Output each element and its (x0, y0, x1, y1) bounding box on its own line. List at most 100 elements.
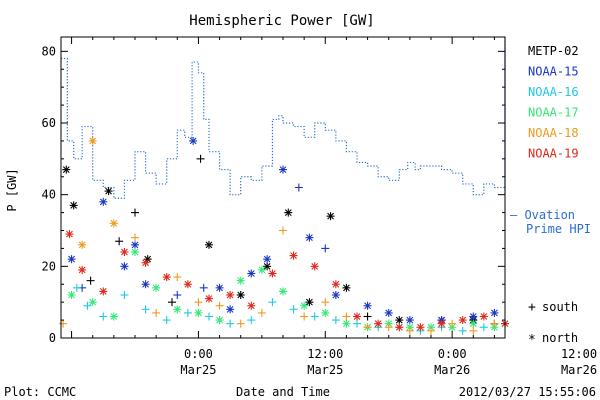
data-point-noaa-16 (141, 305, 150, 314)
data-point-noaa-16 (226, 319, 235, 328)
data-point-noaa-17 (67, 291, 76, 299)
data-point-noaa-19 (247, 301, 256, 310)
x-axis-label: Date and Time (236, 385, 330, 399)
data-point-metp-02 (236, 291, 245, 299)
legend-south-label: south (542, 300, 578, 314)
x-axis: 0:00Mar2512:00Mar250:00Mar2612:00Mar260:… (71, 37, 597, 377)
data-point-noaa-15 (173, 291, 182, 299)
data-point-metp-02 (305, 298, 314, 307)
data-point-metp-02 (115, 237, 124, 246)
x-tick-label-date: Mar25 (180, 363, 216, 377)
data-point-noaa-19 (395, 323, 404, 332)
data-point-noaa-19 (99, 287, 108, 296)
y-tick-label: 80 (42, 44, 56, 58)
legend-north-label: north (542, 331, 578, 345)
data-point-noaa-15 (215, 283, 224, 292)
data-point-metp-02 (326, 212, 335, 221)
data-point-noaa-16 (162, 316, 171, 325)
data-point-noaa-18 (173, 273, 182, 282)
legend-entry-noaa-16: NOAA-16 (528, 85, 579, 99)
data-point-noaa-15 (189, 136, 198, 145)
data-point-noaa-16 (183, 308, 192, 317)
data-point-noaa-16 (205, 312, 213, 321)
legend-entry-noaa-19: NOAA-19 (528, 147, 579, 161)
data-point-noaa-18 (405, 326, 414, 335)
data-point-metp-02 (131, 208, 139, 217)
data-point-noaa-17 (88, 298, 97, 307)
legend-north-symbol: * (528, 333, 536, 348)
data-point-noaa-19 (479, 312, 488, 321)
data-point-noaa-18 (236, 319, 245, 328)
data-point-noaa-16 (458, 326, 467, 335)
data-point-metp-02 (395, 316, 404, 325)
data-point-noaa-18 (131, 233, 139, 242)
data-point-noaa-17 (300, 301, 309, 310)
data-point-noaa-16 (310, 312, 319, 321)
data-point-noaa-19 (310, 262, 319, 271)
legend-entry-noaa-18: NOAA-18 (528, 126, 579, 140)
data-point-noaa-19 (458, 316, 467, 325)
x-tick-label-time: 0:00 (438, 347, 467, 361)
data-point-noaa-19 (331, 280, 340, 289)
data-point-noaa-18 (109, 219, 118, 228)
data-point-noaa-17 (342, 319, 351, 328)
data-point-noaa-18 (363, 323, 372, 332)
data-point-noaa-15 (279, 165, 287, 174)
data-point-noaa-19 (162, 273, 171, 282)
data-point-noaa-17 (257, 265, 266, 274)
data-point-noaa-15 (141, 280, 150, 289)
data-point-noaa-15 (199, 283, 208, 292)
data-point-noaa-18 (342, 312, 351, 321)
data-point-metp-02 (284, 208, 293, 217)
data-point-noaa-16 (247, 316, 256, 325)
data-point-noaa-17 (173, 305, 182, 314)
data-point-noaa-16 (83, 301, 92, 310)
data-point-noaa-15 (226, 305, 235, 314)
data-point-noaa-16 (268, 298, 277, 307)
data-point-noaa-19 (416, 323, 425, 332)
data-point-noaa-16 (99, 312, 108, 321)
data-point-noaa-18 (469, 326, 478, 335)
data-point-metp-02 (342, 283, 351, 292)
data-point-metp-02 (363, 312, 372, 321)
chart-title: Hemispheric Power [GW] (189, 13, 374, 29)
data-point-noaa-19 (374, 319, 383, 328)
legend-south-symbol: + (528, 300, 536, 315)
data-point-metp-02 (168, 298, 176, 307)
data-point-noaa-18 (59, 319, 68, 328)
data-point-noaa-18 (427, 326, 435, 335)
data-point-noaa-19 (205, 294, 213, 303)
legend-ovation-line1: — Ovation (510, 208, 575, 222)
data-point-metp-02 (263, 262, 272, 271)
data-point-noaa-18 (215, 301, 224, 310)
data-point-noaa-16 (331, 316, 340, 325)
data-point-noaa-18 (300, 312, 309, 321)
y-tick-label: 20 (42, 259, 56, 273)
data-point-noaa-15 (294, 183, 303, 192)
x-tick-label-time: 12:00 (307, 347, 343, 361)
data-point-noaa-15 (384, 308, 393, 317)
x-tick-label-date: Mar26 (561, 363, 597, 377)
data-point-noaa-18 (257, 308, 266, 317)
data-point-noaa-18 (279, 226, 287, 235)
data-point-noaa-15 (263, 255, 272, 264)
data-point-noaa-17 (194, 308, 203, 317)
data-point-noaa-15 (321, 244, 330, 253)
satellite-points (59, 136, 509, 335)
x-tick-label-date: Mar26 (434, 363, 470, 377)
data-point-noaa-16 (72, 283, 81, 292)
y-tick-label: 0 (49, 331, 56, 345)
data-point-noaa-18 (384, 323, 393, 332)
data-point-noaa-18 (321, 298, 330, 307)
data-point-noaa-19 (289, 251, 298, 260)
x-tick-label-time: 0:00 (184, 347, 213, 361)
data-point-noaa-17 (152, 283, 161, 292)
data-point-noaa-15 (120, 262, 129, 271)
plot-credit: Plot: CCMC (4, 385, 76, 399)
data-point-noaa-15 (469, 312, 478, 321)
data-point-noaa-15 (67, 255, 76, 264)
data-point-noaa-19 (437, 319, 446, 328)
data-point-noaa-15 (490, 308, 499, 317)
data-point-noaa-17 (109, 312, 118, 321)
data-point-noaa-19 (65, 230, 74, 239)
